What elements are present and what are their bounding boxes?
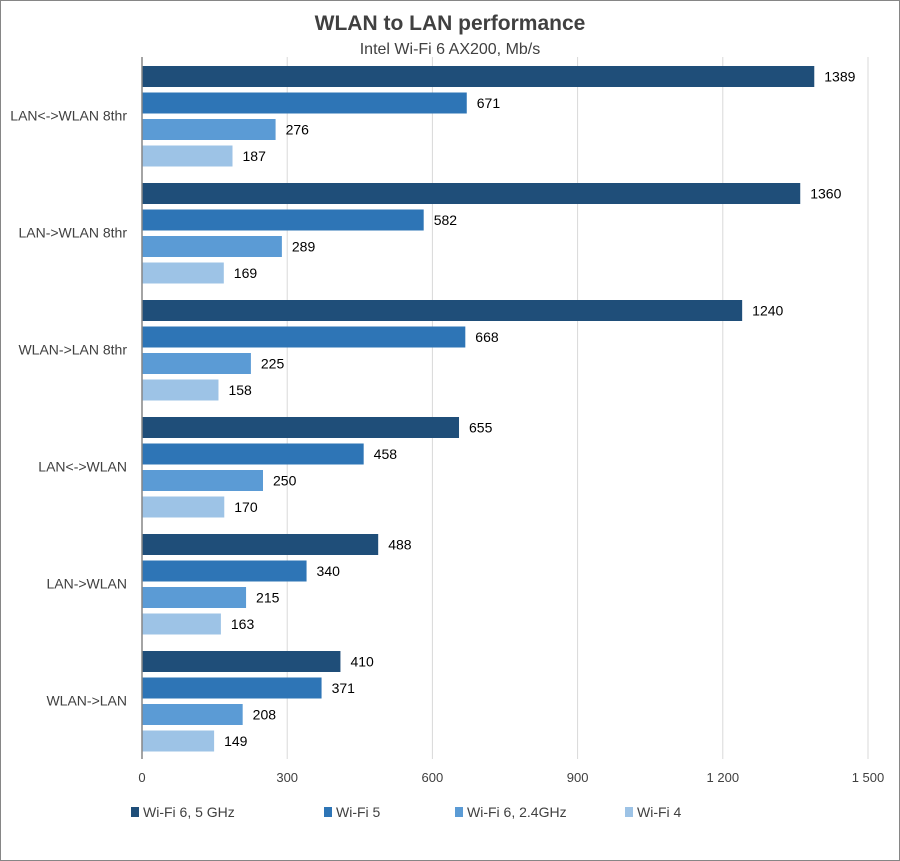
data-label: 276 [286,122,310,138]
bar [142,534,379,555]
bar [142,730,215,752]
data-label: 371 [332,680,356,696]
data-label: 149 [224,733,248,749]
data-label: 163 [231,616,255,632]
bar [142,379,219,401]
category-label: LAN<->WLAN 8thr [10,108,127,124]
legend-item: Wi-Fi 6, 5 GHz [131,804,235,820]
data-label: 671 [477,95,501,111]
legend-label: Wi-Fi 4 [637,804,682,820]
bar [142,496,225,518]
legend-label: Wi-Fi 6, 5 GHz [143,804,235,820]
bar [142,326,466,348]
x-tick-label: 1 500 [852,770,885,785]
legend-item: Wi-Fi 4 [625,804,681,820]
data-label: 410 [350,654,374,670]
category-label: WLAN->LAN 8thr [18,342,127,358]
category-label: LAN<->WLAN [38,459,127,475]
bar [142,145,233,167]
bar [142,119,276,140]
category-label: LAN->WLAN [46,576,127,592]
bar [142,587,247,608]
data-label: 208 [253,707,277,723]
bar [142,470,263,491]
data-label: 225 [261,356,285,372]
bar [142,613,221,635]
bar [142,677,322,699]
bar [142,560,307,582]
data-label: 250 [273,473,297,489]
data-label: 582 [434,212,458,228]
legend-label: Wi-Fi 6, 2.4GHz [467,804,567,820]
x-tick-label: 600 [422,770,444,785]
category-label: WLAN->LAN [46,693,127,709]
category-label: LAN->WLAN 8thr [18,225,127,241]
data-label: 1389 [824,69,855,85]
legend-swatch [131,807,139,817]
data-label: 170 [234,499,258,515]
bar [142,443,364,465]
data-label: 1240 [752,303,783,319]
bar [142,300,743,321]
bar [142,92,467,114]
data-label: 458 [374,446,398,462]
data-label: 169 [234,265,258,281]
legend-item: Wi-Fi 6, 2.4GHz [455,804,567,820]
data-label: 668 [475,329,499,345]
chart-subtitle: Intel Wi-Fi 6 AX200, Mb/s [359,41,541,58]
x-tick-label: 300 [276,770,298,785]
legend-swatch [625,807,633,817]
x-tick-label: 0 [138,770,145,785]
data-label: 488 [388,537,412,553]
legend-label: Wi-Fi 5 [336,804,381,820]
x-tick-label: 1 200 [707,770,740,785]
legend-swatch [324,807,332,817]
data-label: 187 [243,148,267,164]
legend-swatch [455,807,463,817]
bar [142,66,815,87]
bar [142,209,424,231]
bar [142,236,282,257]
data-label: 1360 [810,186,841,202]
data-label: 340 [317,563,341,579]
bar [142,651,341,672]
data-label: 215 [256,590,280,606]
data-label: 158 [228,382,252,398]
data-label: 289 [292,239,316,255]
data-label: 655 [469,420,493,436]
legend: Wi-Fi 6, 5 GHz Wi-Fi 5 Wi-Fi 6, 2.4GHz Wi-F… [0,804,900,824]
legend-item: Wi-Fi 5 [324,804,380,820]
bar [142,704,243,725]
bar [142,183,801,204]
x-tick-label: 900 [567,770,589,785]
bar [142,417,460,438]
bar [142,262,224,284]
chart-title: WLAN to LAN performance [314,12,586,35]
bar [142,353,251,374]
